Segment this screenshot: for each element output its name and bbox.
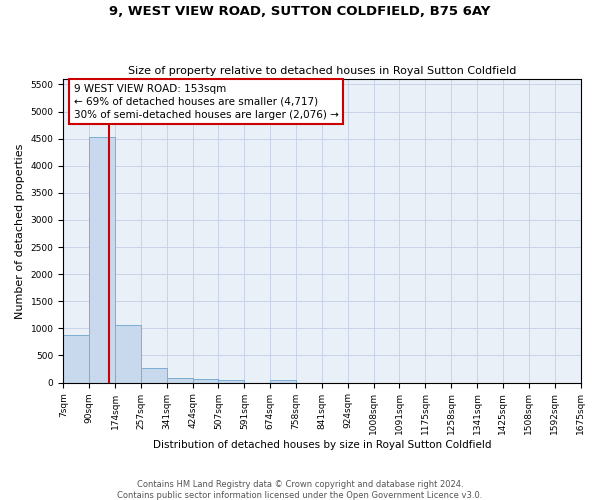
Bar (218, 380, 244, 382)
Bar (141, 368, 167, 382)
Bar (115, 325, 141, 382)
Text: 9, WEST VIEW ROAD, SUTTON COLDFIELD, B75 6AY: 9, WEST VIEW ROAD, SUTTON COLDFIELD, B75… (109, 5, 491, 18)
Bar (63, 335, 89, 382)
Bar (89, 136, 115, 382)
Bar (193, 380, 218, 382)
Title: Size of property relative to detached houses in Royal Sutton Coldfield: Size of property relative to detached ho… (128, 66, 516, 76)
Text: Contains HM Land Registry data © Crown copyright and database right 2024.
Contai: Contains HM Land Registry data © Crown c… (118, 480, 482, 500)
Y-axis label: Number of detached properties: Number of detached properties (15, 143, 25, 318)
X-axis label: Distribution of detached houses by size in Royal Sutton Coldfield: Distribution of detached houses by size … (152, 440, 491, 450)
Bar (270, 380, 296, 382)
Text: 9 WEST VIEW ROAD: 153sqm
← 69% of detached houses are smaller (4,717)
30% of sem: 9 WEST VIEW ROAD: 153sqm ← 69% of detach… (74, 84, 338, 120)
Bar (167, 378, 193, 382)
